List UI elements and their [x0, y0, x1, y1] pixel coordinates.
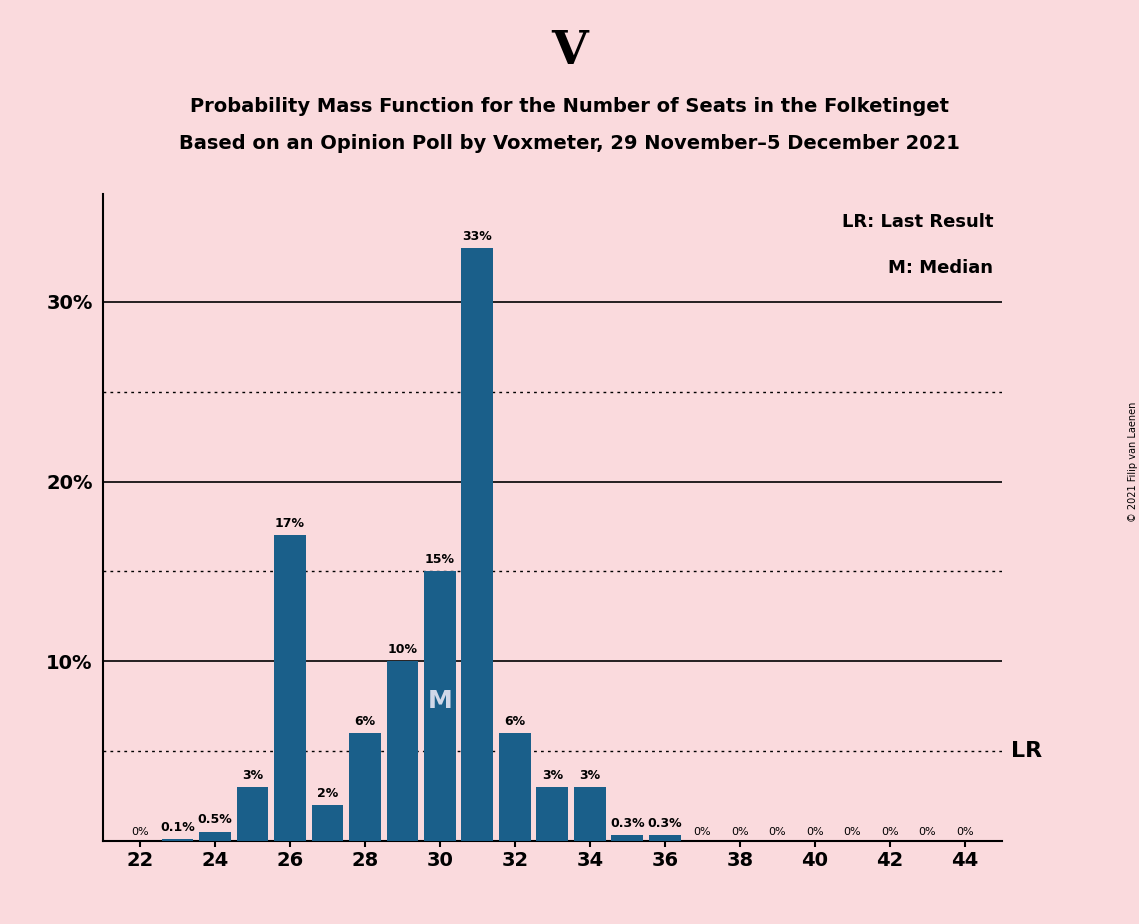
Text: 0%: 0% — [882, 827, 899, 837]
Bar — [199, 832, 231, 841]
Bar — [499, 733, 531, 841]
Bar — [312, 805, 343, 841]
Bar — [536, 787, 568, 841]
Text: 33%: 33% — [462, 229, 492, 242]
Text: Probability Mass Function for the Number of Seats in the Folketinget: Probability Mass Function for the Number… — [190, 97, 949, 116]
Text: 0%: 0% — [956, 827, 974, 837]
Text: 0%: 0% — [694, 827, 711, 837]
Bar — [349, 733, 380, 841]
Text: 0%: 0% — [844, 827, 861, 837]
Text: Based on an Opinion Poll by Voxmeter, 29 November–5 December 2021: Based on an Opinion Poll by Voxmeter, 29… — [179, 134, 960, 153]
Text: 3%: 3% — [241, 769, 263, 782]
Bar — [274, 535, 306, 841]
Text: 15%: 15% — [425, 553, 454, 565]
Bar — [574, 787, 606, 841]
Bar — [162, 839, 194, 841]
Text: 0.3%: 0.3% — [611, 817, 645, 830]
Bar — [386, 662, 418, 841]
Text: 0.3%: 0.3% — [648, 817, 682, 830]
Text: 0.5%: 0.5% — [197, 813, 232, 826]
Bar — [461, 248, 493, 841]
Text: 2%: 2% — [317, 786, 338, 799]
Text: LR: LR — [1011, 741, 1042, 761]
Text: 6%: 6% — [505, 714, 525, 728]
Text: 0%: 0% — [731, 827, 748, 837]
Bar — [237, 787, 269, 841]
Text: 3%: 3% — [542, 769, 563, 782]
Text: 0%: 0% — [806, 827, 823, 837]
Text: 10%: 10% — [387, 643, 418, 656]
Text: 6%: 6% — [354, 714, 376, 728]
Bar — [612, 835, 644, 841]
Text: M: M — [427, 688, 452, 712]
Text: 0.1%: 0.1% — [161, 821, 195, 833]
Text: 0%: 0% — [131, 827, 149, 837]
Bar — [649, 835, 681, 841]
Text: © 2021 Filip van Laenen: © 2021 Filip van Laenen — [1129, 402, 1138, 522]
Text: 3%: 3% — [580, 769, 600, 782]
Bar — [424, 571, 456, 841]
Text: LR: Last Result: LR: Last Result — [842, 213, 993, 231]
Text: V: V — [551, 28, 588, 74]
Text: M: Median: M: Median — [888, 259, 993, 276]
Text: 0%: 0% — [918, 827, 936, 837]
Text: 0%: 0% — [769, 827, 786, 837]
Text: 17%: 17% — [274, 517, 305, 530]
